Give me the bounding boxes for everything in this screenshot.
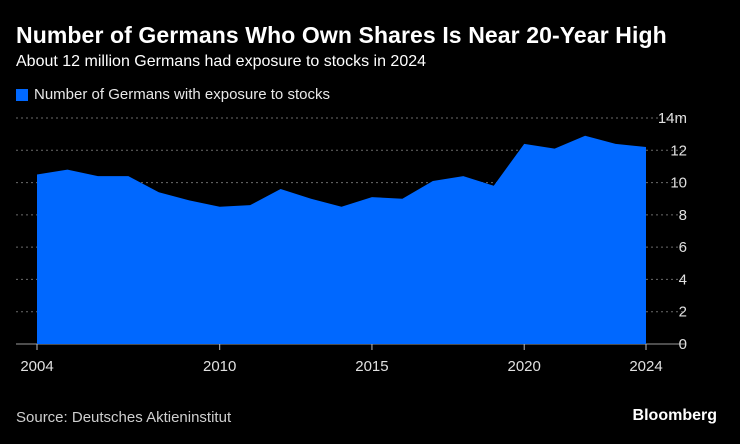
chart-subtitle: About 12 million Germans had exposure to…: [16, 53, 427, 70]
y-tick-label: 4: [679, 271, 687, 288]
y-tick-label: 0: [679, 336, 687, 353]
legend: Number of Germans with exposure to stock…: [16, 86, 330, 103]
data-point-2022: [583, 134, 587, 138]
data-point-2011: [248, 203, 252, 207]
y-tick-label: 2: [679, 304, 687, 321]
data-point-2005: [65, 168, 69, 172]
area-series-0: [37, 135, 646, 344]
data-point-2024: [644, 145, 648, 149]
x-tick-label: 2024: [629, 358, 662, 375]
y-tick-label: 12: [670, 142, 687, 159]
data-point-2018: [461, 174, 465, 178]
data-point-2009: [187, 198, 191, 202]
y-axis: 0 2 4 6 8 10 12 14m: [658, 110, 687, 353]
legend-swatch: [16, 88, 28, 101]
data-point-2010: [218, 205, 222, 209]
data-point-2008: [157, 190, 161, 194]
y-tick-label: 14m: [658, 110, 687, 127]
data-point-2019: [492, 184, 496, 188]
data-point-2021: [553, 147, 557, 151]
y-tick-label: 8: [679, 207, 687, 224]
x-tick-label: 2004: [20, 358, 53, 375]
x-tick-label: 2020: [508, 358, 541, 375]
x-tick-label: 2010: [203, 358, 236, 375]
x-axis: 2004 2010 2015 2020 2024: [20, 344, 663, 375]
bloomberg-logo: Bloomberg: [632, 407, 717, 424]
x-tick-label: 2015: [355, 358, 388, 375]
data-point-2014: [340, 205, 344, 209]
data-point-2020: [522, 142, 526, 146]
data-point-2004: [35, 173, 39, 177]
data-point-2006: [96, 174, 100, 178]
data-point-2015: [370, 195, 374, 199]
source-note: Source: Deutsches Aktieninstitut: [16, 409, 232, 426]
data-point-2007: [126, 174, 130, 178]
y-tick-label: 10: [670, 175, 687, 192]
area-layer: [35, 134, 648, 344]
data-point-2023: [614, 142, 618, 146]
y-tick-label: 6: [679, 239, 687, 256]
legend-label: Number of Germans with exposure to stock…: [34, 86, 330, 103]
data-point-2013: [309, 197, 313, 201]
data-point-2016: [400, 197, 404, 201]
data-point-2017: [431, 179, 435, 183]
data-point-2012: [279, 187, 283, 191]
chart-title: Number of Germans Who Own Shares Is Near…: [16, 22, 667, 48]
